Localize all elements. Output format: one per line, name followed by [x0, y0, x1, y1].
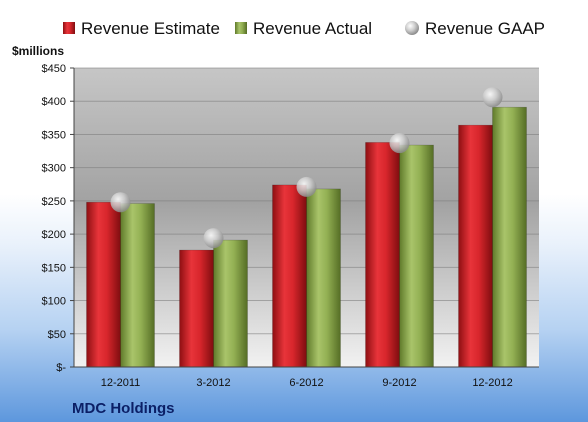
legend-swatch-1: [235, 22, 247, 34]
gaap-marker: [203, 228, 224, 249]
gaap-marker: [389, 133, 410, 154]
estimate-bar: [365, 142, 400, 368]
y-tick-label: $250: [42, 196, 66, 208]
bars: [86, 106, 527, 368]
actual-bar: [492, 106, 527, 368]
x-axis-ticks: 12-2011 3-2012 6-2012 9-2012 12-2012: [74, 366, 539, 389]
y-tick-label: $200: [42, 229, 66, 241]
estimate-bar: [86, 201, 121, 368]
y-tick-label: $300: [42, 163, 66, 175]
legend-swatch-0: [63, 22, 75, 34]
y-tick-label: $150: [42, 262, 66, 274]
y-tick-label: $350: [42, 129, 66, 141]
y-tick-label: $400: [42, 96, 66, 108]
actual-bar: [306, 188, 341, 368]
actual-bar: [120, 203, 155, 368]
legend-swatch-2: [405, 21, 419, 35]
y-tick-label: $50: [48, 329, 66, 341]
y-tick-label: $100: [42, 296, 66, 308]
gaap-marker: [110, 192, 131, 213]
company-name: MDC Holdings: [72, 400, 175, 417]
estimate-bar: [272, 184, 307, 368]
x-tick-label: 6-2012: [289, 377, 323, 389]
gaap-markers: [110, 87, 503, 249]
x-tick-label: 3-2012: [196, 377, 230, 389]
legend-label: Revenue GAAP: [425, 19, 545, 38]
estimate-bar: [179, 249, 214, 368]
x-tick-label: 9-2012: [382, 377, 416, 389]
actual-bar: [213, 239, 248, 368]
y-axis-ticks: $- $50 $100 $150 $200 $250 $300 $350 $400 $450: [42, 63, 75, 374]
y-tick-label: $450: [42, 63, 66, 75]
actual-bar: [399, 144, 434, 368]
unit-label: $millions: [12, 44, 64, 58]
legend-label: Revenue Actual: [253, 19, 372, 38]
legend-label: Revenue Estimate: [81, 19, 220, 38]
gaap-marker: [482, 87, 503, 108]
estimate-bar: [458, 124, 493, 368]
x-tick-label: 12-2012: [472, 377, 512, 389]
legend: Revenue Estimate Revenue Actual Revenue GA…: [63, 19, 545, 38]
gaap-marker: [296, 176, 317, 197]
y-tick-label: $-: [56, 362, 66, 374]
x-tick-label: 12-2011: [101, 377, 141, 389]
